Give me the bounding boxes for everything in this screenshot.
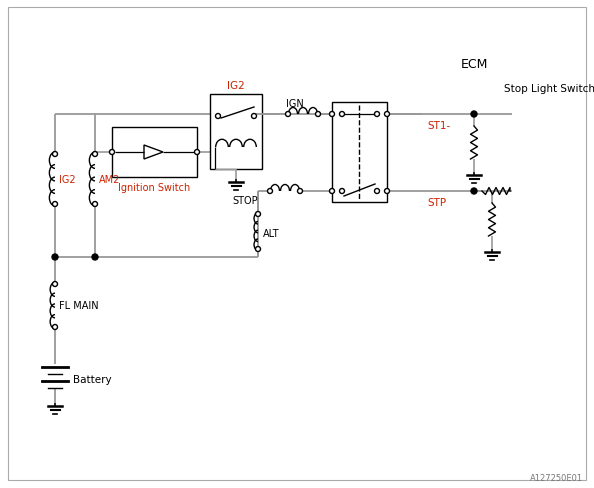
Text: FL MAIN: FL MAIN — [59, 301, 99, 311]
FancyBboxPatch shape — [415, 71, 534, 329]
Circle shape — [52, 254, 58, 261]
Circle shape — [93, 152, 97, 157]
Circle shape — [255, 247, 261, 252]
Text: STP: STP — [427, 198, 446, 207]
Circle shape — [255, 212, 261, 217]
Circle shape — [384, 189, 390, 194]
Text: ALT: ALT — [263, 229, 280, 239]
Circle shape — [315, 112, 321, 117]
Circle shape — [109, 150, 115, 155]
Text: Stop Light Switch: Stop Light Switch — [504, 84, 594, 94]
Circle shape — [374, 112, 380, 117]
Circle shape — [330, 189, 334, 194]
Bar — [112, 128, 197, 178]
Text: Ignition Switch: Ignition Switch — [118, 183, 190, 193]
Circle shape — [52, 152, 58, 157]
Circle shape — [471, 112, 477, 118]
Circle shape — [216, 114, 220, 119]
Circle shape — [93, 202, 97, 207]
Circle shape — [340, 189, 345, 194]
Circle shape — [384, 112, 390, 117]
Circle shape — [286, 112, 290, 117]
Circle shape — [330, 112, 334, 117]
Circle shape — [52, 202, 58, 207]
Text: AM2: AM2 — [99, 175, 121, 184]
Text: IGN: IGN — [286, 99, 304, 109]
Circle shape — [340, 112, 345, 117]
Text: ECM: ECM — [460, 59, 488, 71]
Circle shape — [374, 189, 380, 194]
Circle shape — [52, 325, 58, 330]
Circle shape — [52, 282, 58, 287]
Text: IG2: IG2 — [59, 175, 75, 184]
Circle shape — [92, 254, 98, 261]
Bar — [210, 95, 262, 170]
Text: STOP: STOP — [232, 196, 258, 205]
Circle shape — [251, 114, 257, 119]
Text: ST1-: ST1- — [427, 121, 450, 131]
Circle shape — [298, 189, 302, 194]
Text: IG2: IG2 — [227, 81, 245, 91]
Bar — [332, 103, 387, 203]
Circle shape — [267, 189, 273, 194]
Circle shape — [471, 189, 477, 195]
Text: A127250E01: A127250E01 — [530, 473, 583, 483]
Text: Battery: Battery — [73, 374, 112, 384]
Circle shape — [194, 150, 200, 155]
